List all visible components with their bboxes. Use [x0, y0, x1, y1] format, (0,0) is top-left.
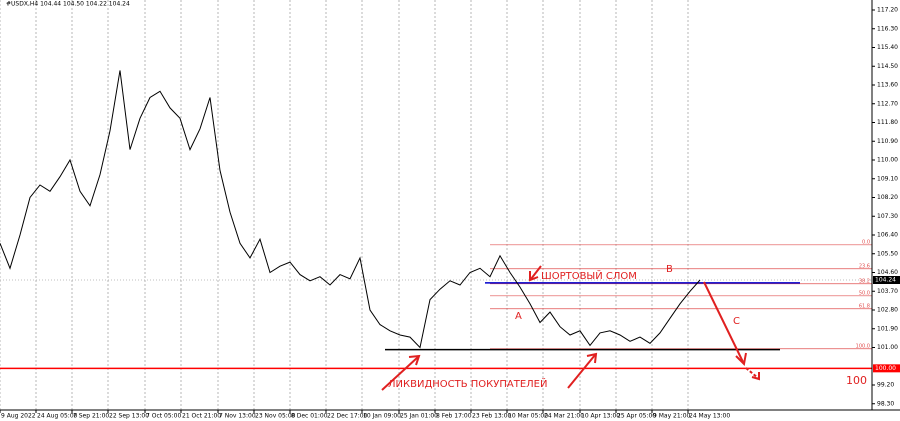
y-tick-label: 110.00 — [877, 157, 898, 164]
x-tick-label: 23 Feb 13:00 — [472, 413, 512, 420]
level-label-bg — [873, 364, 900, 373]
y-tick-label: 98.30 — [877, 400, 894, 407]
arrows — [381, 265, 760, 391]
fib-label: 23.6 — [859, 263, 870, 269]
x-tick-label: 23 Nov 05:00 — [255, 413, 296, 420]
price-line — [0, 70, 701, 349]
annotation: ЛИКВИДНОСТЬ ПОКУПАТЕЛЕЙ — [388, 377, 547, 390]
x-tick-label: 10 Apr 13:00 — [581, 413, 620, 420]
arrow-head — [586, 352, 598, 364]
y-tick-label: 104.60 — [877, 269, 898, 276]
annotation: A — [515, 311, 522, 322]
y-tick-label: 107.30 — [877, 213, 898, 220]
last-price-bg — [873, 276, 900, 284]
x-tick-label: 24 Aug 05:00 — [37, 413, 78, 420]
x-tick-label: 21 Oct 21:00 — [182, 413, 221, 420]
last-price-label: 104.24 — [875, 277, 896, 284]
arrow-head — [408, 354, 421, 366]
y-tick-label: 113.60 — [877, 82, 898, 89]
y-tick-label: 101.90 — [877, 325, 898, 332]
arrow — [703, 281, 744, 363]
grid-layer — [0, 0, 875, 413]
fib-label: 61.8 — [859, 303, 870, 309]
y-tick-label: 101.00 — [877, 344, 898, 351]
y-tick-label: 115.40 — [877, 44, 898, 51]
x-tick-label: 7 Oct 05:00 — [146, 413, 181, 420]
x-tick-label: 9 Aug 2022 — [1, 413, 36, 420]
chart-title: #USDX,H4 104.44 104.50 104.22 104.24 — [6, 1, 130, 8]
x-tick-label: 7 Sep 21:00 — [73, 413, 109, 420]
x-tick-label: 25 Jan 01:00 — [400, 413, 438, 420]
y-tick-label: 110.90 — [877, 138, 898, 145]
x-tick-label: 22 Dec 17:00 — [327, 413, 368, 420]
arrow-head — [751, 372, 760, 381]
x-tick-label: 24 May 13:00 — [689, 413, 730, 420]
y-tick-label: 111.80 — [877, 119, 898, 126]
arrow — [530, 265, 542, 280]
annotation: C — [733, 316, 740, 327]
arrow — [381, 356, 419, 391]
y-tick-label: 112.70 — [877, 100, 898, 107]
fib-label: 0.0 — [862, 239, 870, 245]
x-tick-label: 22 Sep 13:00 — [109, 413, 149, 420]
y-tick-label: 99.20 — [877, 382, 894, 389]
fib-label: 100.0 — [856, 343, 870, 349]
annotation: B — [666, 264, 673, 275]
x-tick-label: 8 Feb 17:00 — [436, 413, 472, 420]
x-tick-label: 24 Mar 21:00 — [544, 413, 584, 420]
y-tick-label: 102.80 — [877, 307, 898, 314]
fib-label: 38.2 — [859, 278, 870, 284]
x-tick-label: 10 Mar 05:00 — [508, 413, 548, 420]
x-tick-label: 9 May 21:00 — [653, 413, 691, 420]
annotation: ШОРТОВЫЙ СЛОМ — [541, 269, 637, 282]
x-tick-label: 7 Nov 13:00 — [219, 413, 256, 420]
arrow-head — [529, 271, 539, 282]
fib-label: 50.0 — [859, 290, 870, 296]
x-tick-label: 10 Jan 09:00 — [363, 413, 401, 420]
y-tick-label: 108.20 — [877, 194, 898, 201]
y-tick-label: 106.40 — [877, 232, 898, 239]
plot-layer — [0, 70, 900, 373]
y-tick-label: 116.30 — [877, 25, 898, 32]
annotation: 100 — [846, 374, 867, 387]
y-tick-label: 109.10 — [877, 175, 898, 182]
x-tick-label: 25 Apr 05:00 — [617, 413, 656, 420]
arrow — [567, 354, 596, 389]
y-tick-label: 114.50 — [877, 63, 898, 70]
y-tick-label: 103.70 — [877, 288, 898, 295]
level-label: 100.00 — [875, 365, 896, 372]
arrow — [745, 367, 759, 379]
arrow-head — [735, 352, 747, 367]
x-tick-label: 8 Dec 01:00 — [291, 413, 328, 420]
y-tick-label: 117.20 — [877, 7, 898, 14]
y-tick-label: 105.50 — [877, 250, 898, 257]
